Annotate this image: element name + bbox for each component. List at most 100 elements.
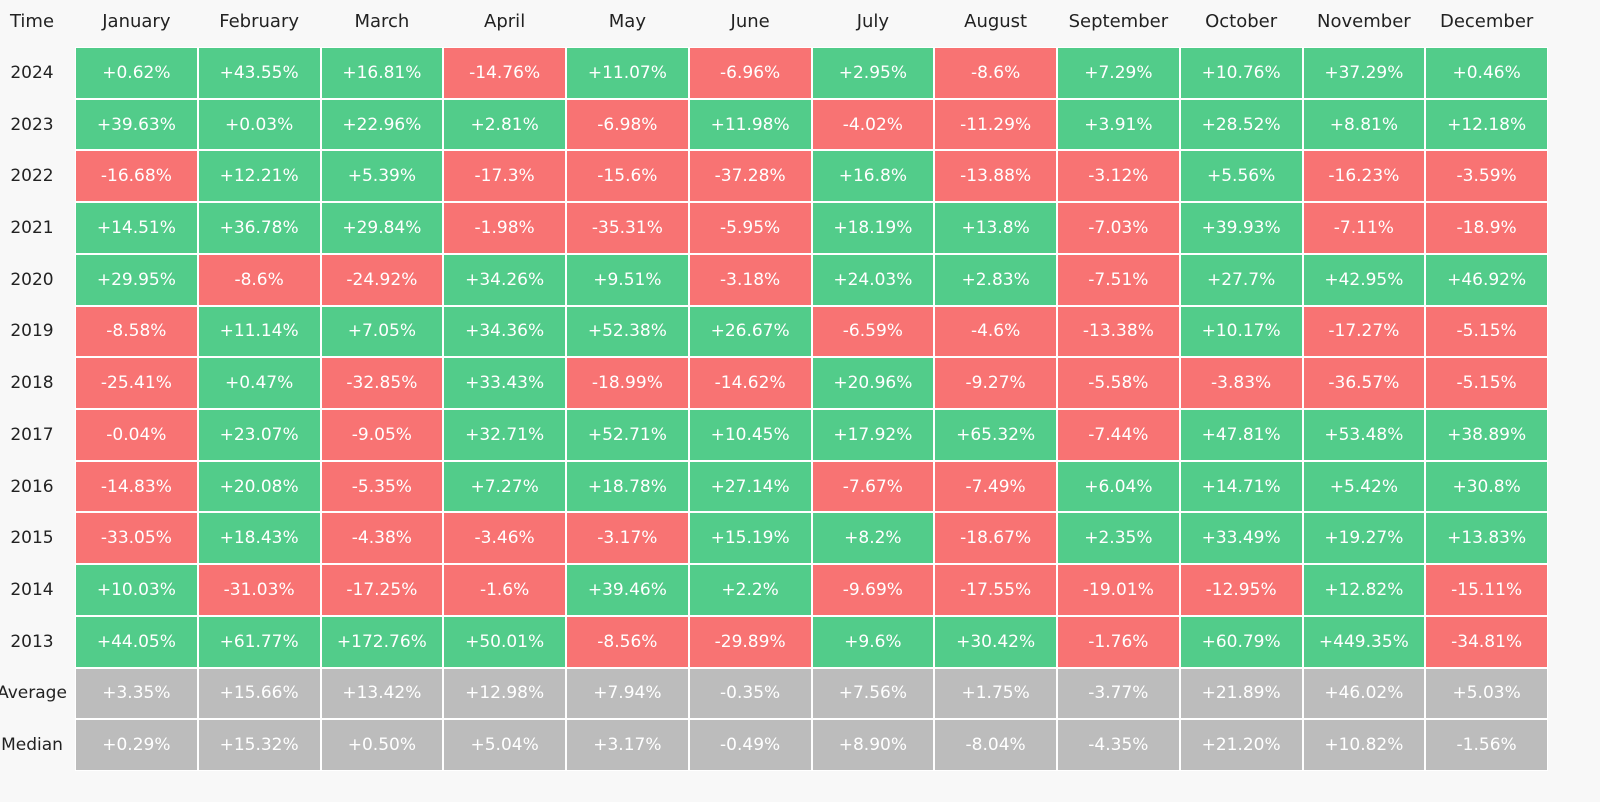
return-cell: -11.29% <box>934 98 1057 151</box>
return-cell: -8.58% <box>75 305 198 358</box>
column-header: May <box>608 10 646 32</box>
summary-cell: -0.49% <box>688 719 812 771</box>
return-cell: -34.81% <box>1425 615 1548 668</box>
summary-cell: +13.42% <box>320 667 444 720</box>
return-cell: +0.03% <box>197 98 321 151</box>
return-cell: +30.42% <box>934 615 1057 668</box>
return-cell: -1.6% <box>443 564 566 616</box>
summary-cell: -1.56% <box>1425 719 1548 771</box>
return-cell: +2.2% <box>688 564 812 616</box>
return-cell: +16.8% <box>811 150 935 203</box>
return-cell: -13.38% <box>1057 305 1180 358</box>
return-cell: +33.49% <box>1179 512 1303 565</box>
column-header: January <box>102 10 171 32</box>
return-cell: -17.3% <box>443 150 566 203</box>
return-cell: -1.98% <box>443 202 566 254</box>
return-cell: +65.32% <box>934 409 1057 461</box>
return-cell: -37.28% <box>688 150 812 203</box>
return-cell: +30.8% <box>1425 460 1548 513</box>
return-cell: +34.36% <box>443 305 566 358</box>
column-header: December <box>1439 10 1534 32</box>
return-cell: +16.81% <box>320 47 444 99</box>
return-cell: -16.68% <box>75 150 198 203</box>
return-cell: +27.14% <box>688 460 812 513</box>
return-cell: -7.11% <box>1302 202 1426 254</box>
return-cell: +12.21% <box>197 150 321 203</box>
return-cell: -6.98% <box>566 98 689 151</box>
row-label: Average <box>0 683 67 704</box>
return-cell: +5.56% <box>1179 150 1303 203</box>
return-cell: -5.95% <box>688 202 812 254</box>
summary-cell: +8.90% <box>811 719 935 771</box>
return-cell: -7.03% <box>1057 202 1180 254</box>
return-cell: +2.95% <box>811 47 935 99</box>
summary-cell: +21.89% <box>1179 667 1303 720</box>
return-cell: +18.78% <box>566 460 689 513</box>
summary-cell: +0.29% <box>75 719 198 771</box>
summary-cell: +3.35% <box>75 667 198 720</box>
return-cell: +5.39% <box>320 150 444 203</box>
return-cell: -5.58% <box>1057 357 1180 409</box>
return-cell: +15.19% <box>688 512 812 565</box>
return-cell: -6.59% <box>811 305 935 358</box>
return-cell: +2.81% <box>443 98 566 151</box>
return-cell: +61.77% <box>197 615 321 668</box>
summary-cell: +1.75% <box>934 667 1057 720</box>
column-header: Time <box>9 10 55 32</box>
return-cell: -14.83% <box>75 460 198 513</box>
return-cell: +52.38% <box>566 305 689 358</box>
column-header: November <box>1317 10 1411 32</box>
column-header: February <box>219 10 299 32</box>
return-cell: +17.92% <box>811 409 935 461</box>
return-cell: -7.44% <box>1057 409 1180 461</box>
return-cell: -14.76% <box>443 47 566 99</box>
return-cell: +13.83% <box>1425 512 1548 565</box>
return-cell: -0.04% <box>75 409 198 461</box>
return-cell: -3.18% <box>688 253 812 306</box>
return-cell: +39.63% <box>75 98 198 151</box>
return-cell: +26.67% <box>688 305 812 358</box>
return-cell: -3.17% <box>566 512 689 565</box>
row-label: 2014 <box>10 579 54 600</box>
return-cell: -3.83% <box>1179 357 1303 409</box>
return-cell: -33.05% <box>75 512 198 565</box>
return-cell: +10.45% <box>688 409 812 461</box>
column-header: March <box>354 10 410 32</box>
return-cell: -17.27% <box>1302 305 1426 358</box>
return-cell: +32.71% <box>443 409 566 461</box>
return-cell: +20.96% <box>811 357 935 409</box>
return-cell: +24.03% <box>811 253 935 306</box>
return-cell: +10.03% <box>75 564 198 616</box>
row-label: 2023 <box>10 114 54 135</box>
return-cell: +9.6% <box>811 615 935 668</box>
return-cell: +9.51% <box>566 253 689 306</box>
row-label: 2019 <box>10 321 54 342</box>
return-cell: +33.43% <box>443 357 566 409</box>
return-cell: -5.15% <box>1425 357 1548 409</box>
return-cell: +23.07% <box>197 409 321 461</box>
return-cell: +0.47% <box>197 357 321 409</box>
return-cell: +37.29% <box>1302 47 1426 99</box>
summary-cell: +7.94% <box>566 667 689 720</box>
return-cell: -17.55% <box>934 564 1057 616</box>
return-cell: +8.81% <box>1302 98 1426 151</box>
return-cell: +18.19% <box>811 202 935 254</box>
return-cell: +11.98% <box>688 98 812 151</box>
return-cell: +7.05% <box>320 305 444 358</box>
return-cell: -8.6% <box>197 253 321 306</box>
summary-cell: +3.17% <box>566 719 689 771</box>
return-cell: +20.08% <box>197 460 321 513</box>
return-cell: +7.29% <box>1057 47 1180 99</box>
return-cell: -13.88% <box>934 150 1057 203</box>
return-cell: +28.52% <box>1179 98 1303 151</box>
row-label: 2016 <box>10 476 54 497</box>
return-cell: -18.67% <box>934 512 1057 565</box>
column-header: June <box>730 10 770 32</box>
return-cell: +449.35% <box>1302 615 1426 668</box>
row-label: 2020 <box>10 269 54 290</box>
return-cell: +11.07% <box>566 47 689 99</box>
return-cell: -14.62% <box>688 357 812 409</box>
return-cell: +34.26% <box>443 253 566 306</box>
summary-cell: +7.56% <box>811 667 935 720</box>
return-cell: -7.67% <box>811 460 935 513</box>
